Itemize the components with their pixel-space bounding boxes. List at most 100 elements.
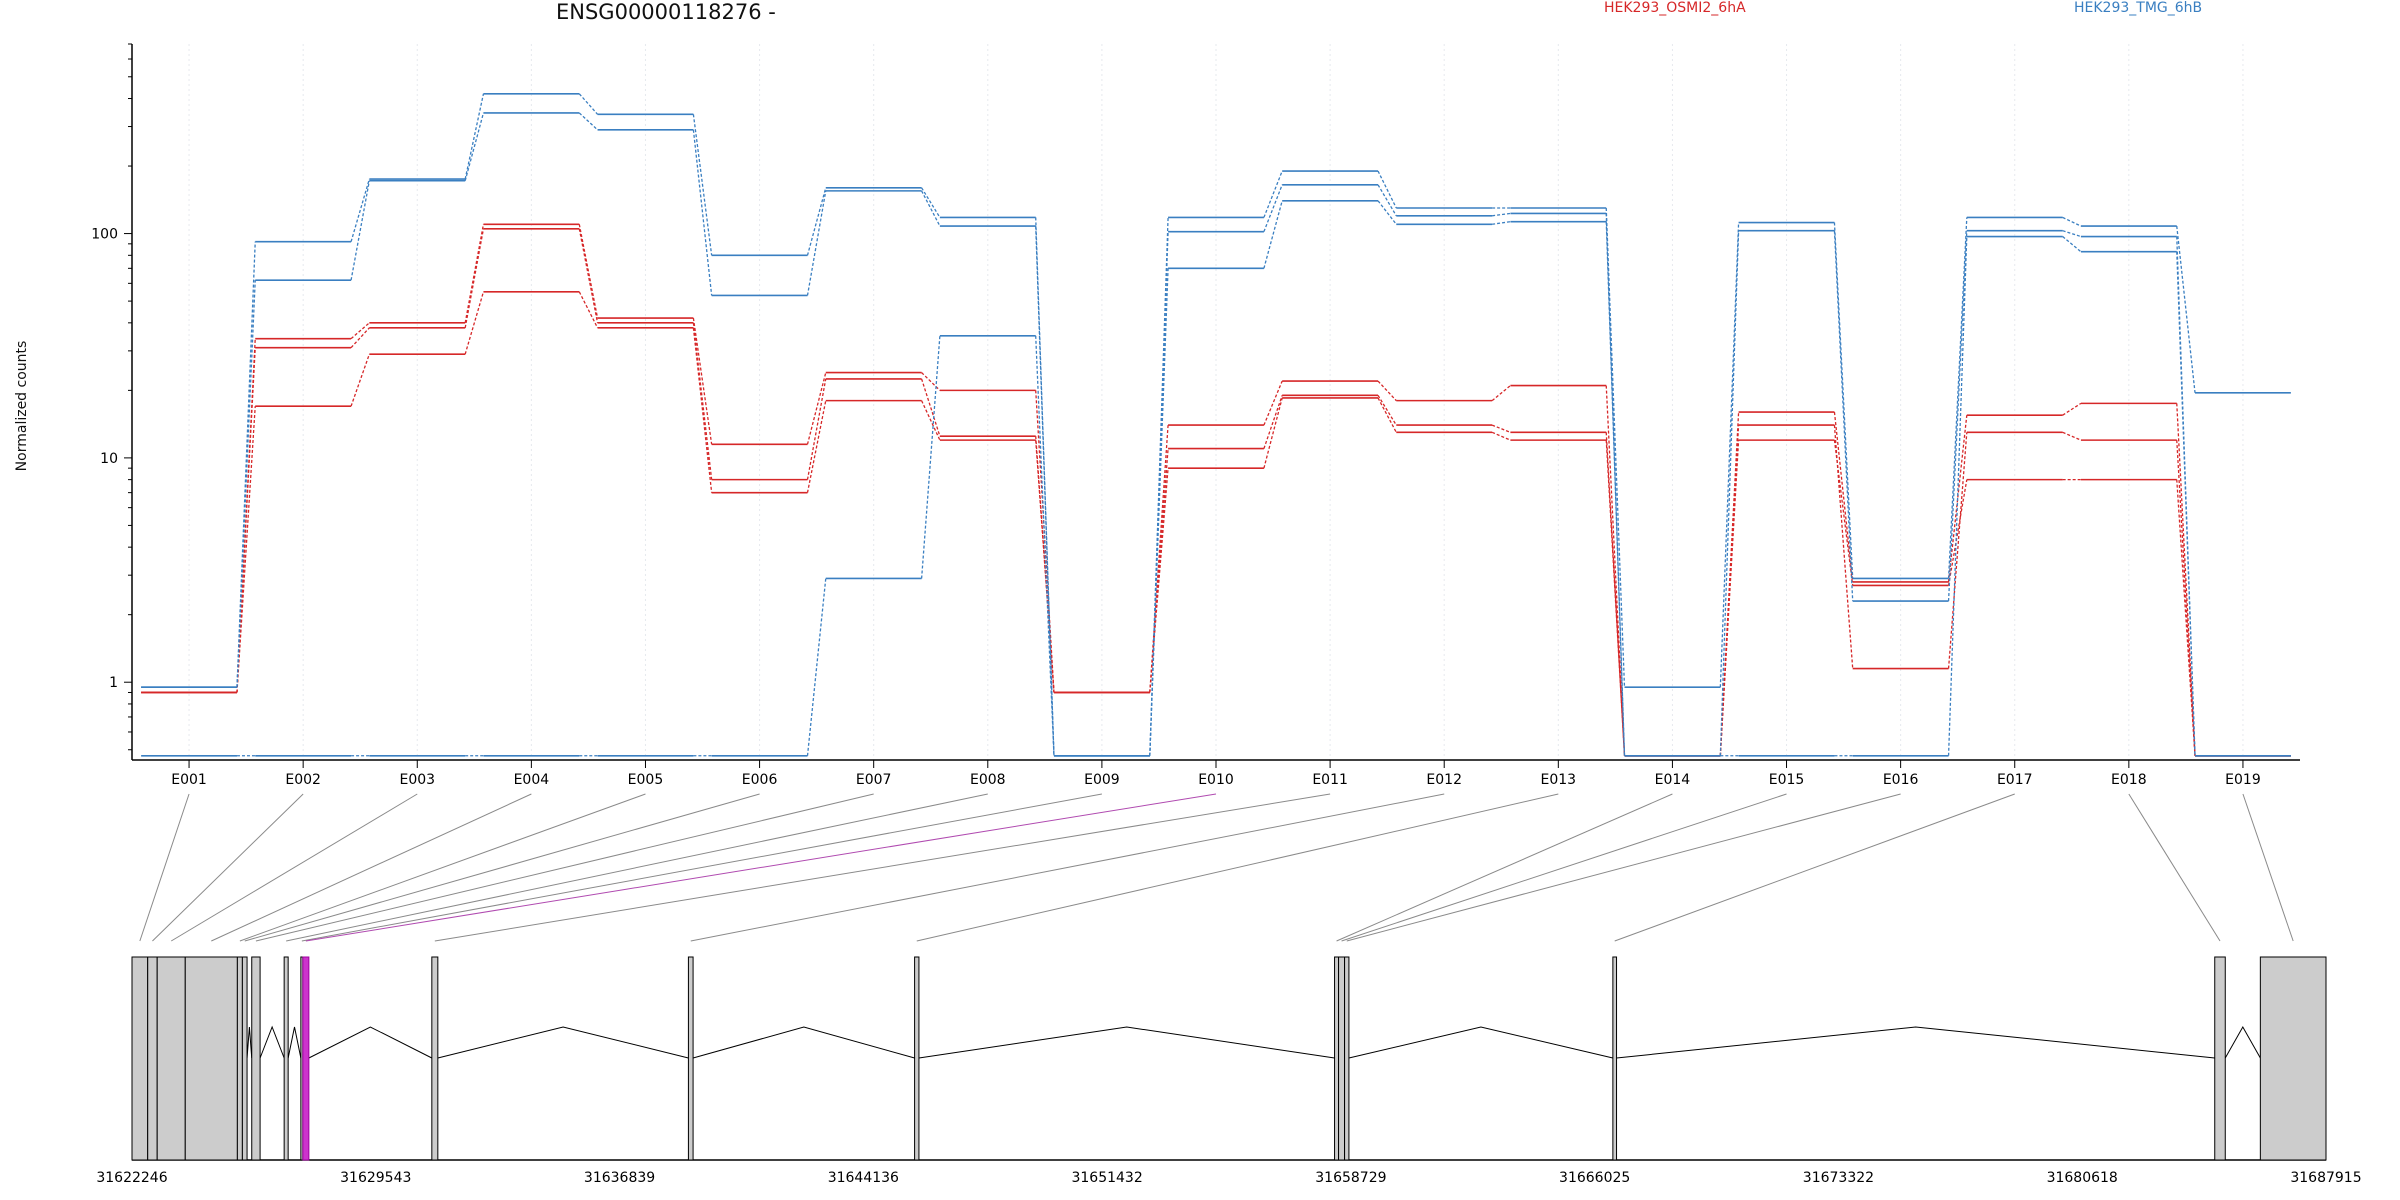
- exon-connector: [434, 793, 1331, 942]
- exon-connector: [2242, 793, 2294, 942]
- series-connector: [1719, 230, 1740, 756]
- series-connector: [806, 190, 827, 296]
- exon-connector: [255, 793, 874, 942]
- series-connector: [1833, 222, 1854, 579]
- series-connector: [692, 129, 713, 296]
- series-connector: [1947, 236, 1968, 756]
- coordinate-label: 31636839: [584, 1170, 655, 1186]
- coordinate-label: 31644136: [828, 1170, 899, 1186]
- series-connector: [806, 400, 827, 493]
- series-connector: [806, 187, 827, 256]
- series-connector: [1491, 424, 1511, 433]
- series-connector: [2062, 216, 2082, 227]
- exon-connector: [1336, 793, 1673, 942]
- series-connector: [1263, 380, 1283, 426]
- exon-box: [914, 956, 920, 1161]
- chart-title: ENSG00000118276 -: [556, 0, 776, 24]
- series-connector: [1947, 217, 1968, 579]
- series-connector: [1377, 200, 1397, 225]
- series-connector: [1491, 385, 1511, 402]
- series-connector: [236, 241, 256, 688]
- series-connector: [2176, 440, 2196, 756]
- exon-box: [236, 956, 243, 1161]
- exon-box: [2259, 956, 2327, 1161]
- series-connector: [1377, 397, 1397, 433]
- series-connector: [464, 228, 485, 328]
- exon-connector: [170, 793, 418, 942]
- series-connector: [1377, 184, 1397, 217]
- x-tick-label: E007: [856, 772, 892, 788]
- intron-line: [2224, 1025, 2261, 1059]
- exon-connector: [1341, 793, 1787, 942]
- series-connector: [921, 372, 941, 391]
- intron-line: [437, 1026, 689, 1059]
- x-tick-label: E014: [1655, 772, 1691, 788]
- intron-line: [1616, 1026, 2215, 1059]
- exon-connector: [211, 793, 532, 942]
- series-connector: [1149, 268, 1169, 756]
- x-tick-label: E001: [171, 772, 207, 788]
- series-2: [141, 291, 2291, 757]
- exon-box: [1344, 956, 1350, 1161]
- y-tick-label: 10: [100, 451, 118, 467]
- exon-box: [302, 956, 310, 1161]
- series-connector: [578, 224, 599, 319]
- intron-line: [308, 1026, 433, 1059]
- coordinate-label: 31622246: [96, 1170, 167, 1186]
- series-connector: [1263, 397, 1283, 469]
- series-connector: [921, 190, 941, 227]
- series-connector: [1377, 170, 1397, 209]
- series-connector: [1605, 385, 1626, 756]
- coordinate-label: 31658729: [1315, 1170, 1386, 1186]
- series-connector: [806, 372, 827, 445]
- series-connector: [1833, 440, 1854, 586]
- series-connector: [2176, 251, 2196, 756]
- series-connector: [1263, 395, 1283, 449]
- exon-connector: [1614, 793, 2015, 942]
- exon-connector: [2128, 793, 2221, 942]
- series-connector: [921, 187, 941, 218]
- exon-connector: [239, 793, 646, 942]
- series-connector: [2062, 236, 2082, 253]
- series-5: [141, 199, 2291, 757]
- coordinate-label: 31687915: [2290, 1170, 2361, 1186]
- exon-box: [1612, 956, 1618, 1161]
- series-connector: [1377, 380, 1397, 402]
- legend-entry-tmg: HEK293_TMG_6hB: [2074, 0, 2203, 16]
- series-connector: [806, 378, 827, 480]
- series-connector: [2176, 403, 2196, 756]
- series-connector: [464, 291, 485, 355]
- series-connector: [1833, 230, 1854, 602]
- exon-box: [2214, 956, 2226, 1161]
- series-connector: [350, 327, 370, 349]
- series-connector: [1947, 479, 1968, 586]
- intron-line: [259, 1025, 285, 1059]
- exon-box: [687, 956, 694, 1161]
- exon-box: [251, 956, 261, 1161]
- series-connector: [1149, 231, 1169, 756]
- intron-line: [287, 1026, 302, 1059]
- series-connector: [692, 322, 713, 480]
- series-connector: [236, 406, 256, 693]
- exon-connector: [244, 793, 760, 942]
- exon-connector: [305, 793, 1217, 942]
- series-connector: [921, 400, 941, 441]
- x-tick-label: E010: [1198, 772, 1234, 788]
- series-connector: [464, 112, 485, 181]
- series-connector: [920, 378, 941, 437]
- series-connector: [1605, 432, 1626, 756]
- series-connector: [1035, 226, 1055, 756]
- exon-connector: [139, 793, 190, 942]
- exon-box: [431, 956, 439, 1161]
- series-connector: [2062, 230, 2082, 238]
- series-connector: [578, 93, 599, 115]
- x-tick-label: E013: [1541, 772, 1577, 788]
- series-connector: [692, 327, 713, 493]
- x-tick-label: E019: [2225, 772, 2261, 788]
- series-connector: [2176, 479, 2196, 756]
- x-tick-label: E011: [1312, 772, 1348, 788]
- x-tick-label: E018: [2111, 772, 2147, 788]
- coordinate-label: 31666025: [1559, 1170, 1630, 1186]
- series-connector: [2062, 402, 2082, 416]
